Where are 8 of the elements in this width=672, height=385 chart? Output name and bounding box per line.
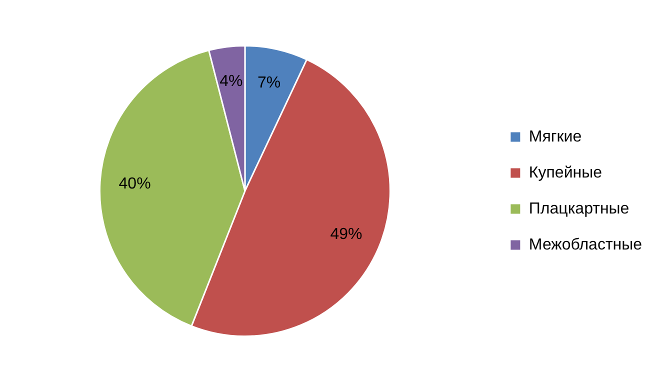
legend-label: Мягкие [528,128,582,146]
data-label: 7% [257,74,281,92]
data-label: 49% [330,226,362,244]
legend-label: Купейные [528,164,602,182]
legend-label: Межобластные [528,236,642,254]
data-label: 40% [118,175,151,192]
legend-label: Плацкартные [528,200,630,218]
data-label: 4% [220,72,243,90]
